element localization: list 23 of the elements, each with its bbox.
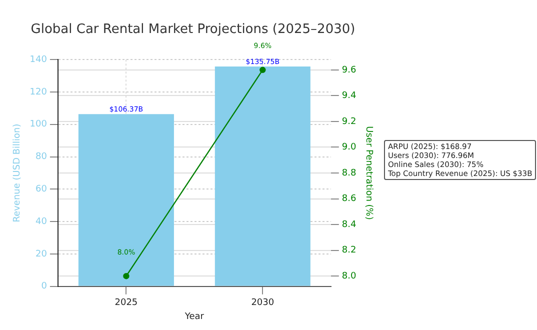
y2-tick-label: 8.4: [342, 220, 356, 230]
y-tick-label: 120: [30, 87, 48, 98]
y2-tick-label: 8.6: [342, 194, 356, 204]
y2-axis-title: User Penetration (%): [363, 126, 374, 220]
chart-title: Global Car Rental Market Projections (2025–2030): [30, 22, 356, 38]
y2-tick-label: 8.0: [342, 271, 356, 282]
y-tick-label: 60: [36, 184, 48, 195]
y-tick-label: 80: [36, 152, 48, 162]
y2-tick-label: 9.2: [342, 116, 356, 127]
y2-tick-label: 9.4: [342, 91, 356, 102]
y-axis-title: Revenue (USD Billion): [12, 124, 23, 222]
y2-tick-label: 8.8: [342, 168, 356, 178]
y-tick-label: 0: [41, 282, 48, 292]
x-tick-label: 2030: [251, 298, 274, 308]
y2-tick-label: 9.6: [342, 65, 356, 76]
y-tick-label: 20: [36, 249, 48, 260]
y-tick-label: 140: [30, 54, 48, 65]
y-tick-label: 100: [30, 120, 48, 130]
y2-tick-label: 9.0: [342, 142, 356, 153]
x-tick-label: 2025: [114, 298, 138, 308]
y-tick-label: 40: [36, 216, 48, 227]
x-axis-title: Year: [184, 312, 204, 322]
y2-tick-label: 8.2: [342, 246, 356, 256]
